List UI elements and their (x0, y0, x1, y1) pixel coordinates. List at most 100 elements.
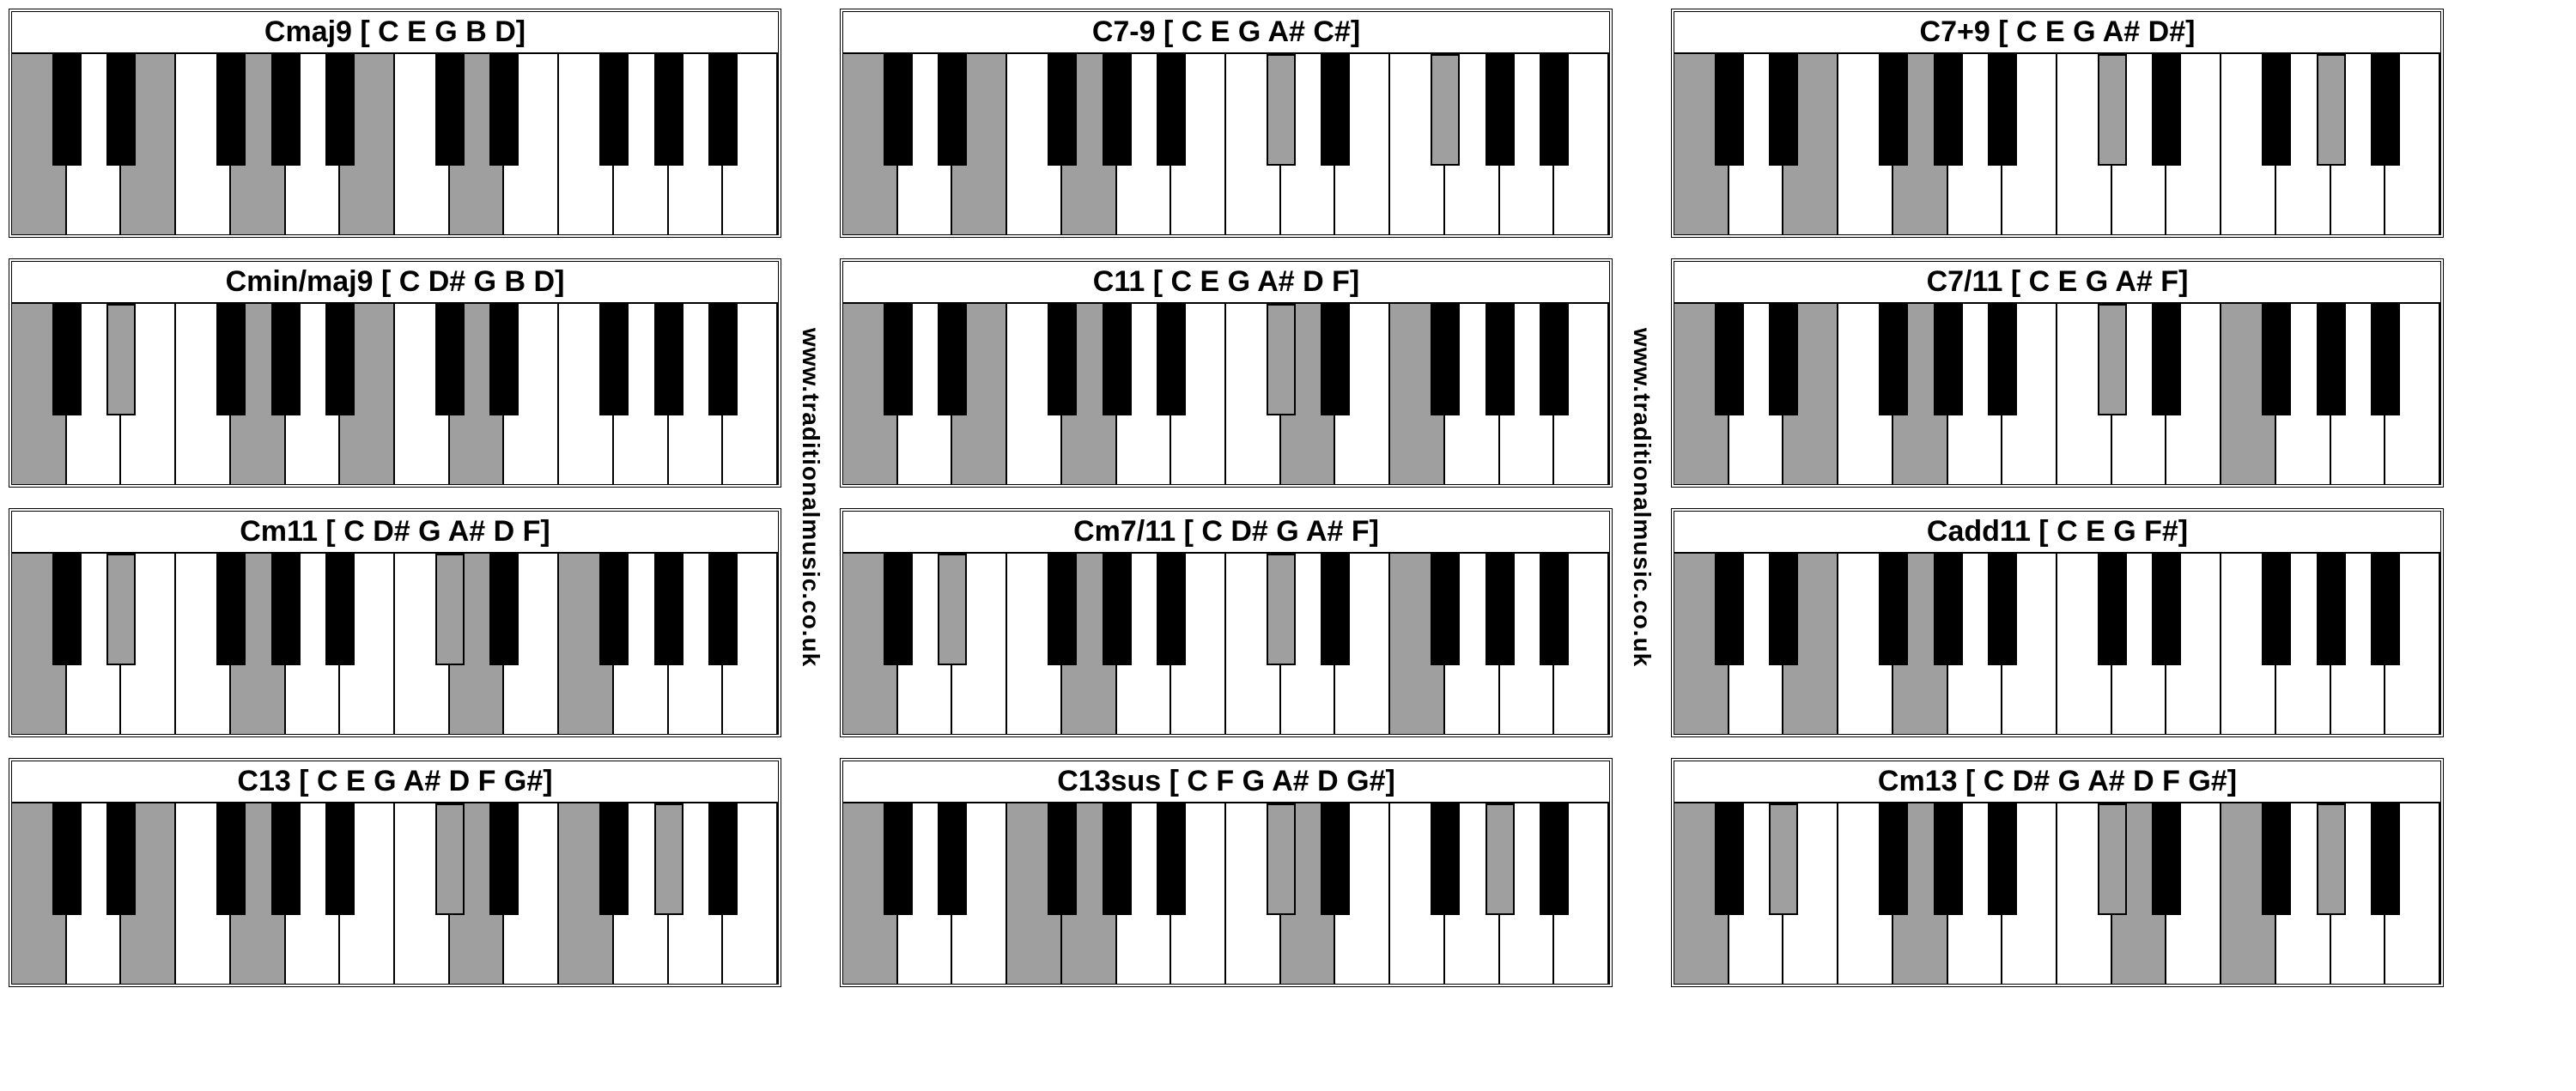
chord-chart-page: Cmaj9 [ C E G B D] Cmin/maj9 [ C D# G B D… (9, 9, 2567, 987)
black-key (1103, 554, 1132, 665)
black-key (325, 304, 355, 415)
black-key (2262, 304, 2291, 415)
black-key (1321, 554, 1350, 665)
black-key (1157, 304, 1186, 415)
black-key (708, 54, 738, 166)
black-key (884, 554, 913, 665)
black-key (1769, 54, 1798, 166)
keyboard (1674, 803, 2440, 984)
black-key (1769, 554, 1798, 665)
black-key (489, 54, 519, 166)
black-key (2371, 304, 2400, 415)
black-key (216, 304, 246, 415)
black-key (216, 54, 246, 166)
black-key (435, 54, 465, 166)
black-key (1267, 304, 1296, 415)
black-key (52, 803, 82, 915)
black-key (1879, 554, 1908, 665)
chord-diagram: C13 [ C E G A# D F G#] (9, 758, 781, 987)
black-key (1879, 304, 1908, 415)
keyboard (12, 554, 778, 734)
black-key (1540, 554, 1569, 665)
black-key (654, 803, 683, 915)
chord-diagram: C7-9 [ C E G A# C#] (840, 9, 1613, 238)
black-key (52, 554, 82, 665)
chord-diagram: Cmin/maj9 [ C D# G B D] (9, 258, 781, 488)
chord-title: C13 [ C E G A# D F G#] (12, 761, 778, 803)
black-key (1431, 554, 1460, 665)
black-key (271, 54, 301, 166)
black-key (1321, 54, 1350, 166)
black-key (1769, 304, 1798, 415)
chord-title: C13sus [ C F G A# D G#] (843, 761, 1609, 803)
black-key (884, 304, 913, 415)
black-key (2098, 554, 2127, 665)
black-key (1715, 54, 1744, 166)
black-key (599, 304, 629, 415)
black-key (938, 54, 967, 166)
black-key (2098, 54, 2127, 166)
black-key (654, 304, 683, 415)
keyboard (843, 304, 1609, 484)
chord-diagram: C11 [ C E G A# D F] (840, 258, 1613, 488)
keyboard (843, 803, 1609, 984)
black-key (52, 54, 82, 166)
black-key (599, 803, 629, 915)
black-key (1934, 304, 1963, 415)
chord-column: C7+9 [ C E G A# D#]C7/11 [ C E G A# F]Ca… (1671, 9, 2444, 987)
black-key (1485, 554, 1515, 665)
black-key (1540, 304, 1569, 415)
black-key (884, 803, 913, 915)
black-key (938, 554, 967, 665)
black-key (2317, 54, 2346, 166)
keyboard (1674, 54, 2440, 234)
black-key (271, 304, 301, 415)
black-key (1988, 803, 2017, 915)
black-key (1157, 54, 1186, 166)
black-key (1048, 304, 1077, 415)
black-key (1321, 803, 1350, 915)
black-key (1485, 803, 1515, 915)
keyboard (12, 304, 778, 484)
black-key (106, 554, 136, 665)
black-key (654, 54, 683, 166)
chord-diagram: Cm7/11 [ C D# G A# F] (840, 508, 1613, 737)
black-key (2317, 304, 2346, 415)
black-key (938, 803, 967, 915)
chord-title: C11 [ C E G A# D F] (843, 262, 1609, 304)
black-key (1934, 554, 1963, 665)
black-key (1431, 304, 1460, 415)
black-key (599, 554, 629, 665)
black-key (938, 304, 967, 415)
keyboard (1674, 304, 2440, 484)
black-key (2371, 554, 2400, 665)
chord-title: Cm11 [ C D# G A# D F] (12, 512, 778, 554)
black-key (489, 803, 519, 915)
chord-title: Cm7/11 [ C D# G A# F] (843, 512, 1609, 554)
chord-title: Cmaj9 [ C E G B D] (12, 12, 778, 54)
chord-column: Cmaj9 [ C E G B D] Cmin/maj9 [ C D# G B D… (9, 9, 781, 987)
black-key (708, 304, 738, 415)
black-key (435, 803, 465, 915)
black-key (489, 304, 519, 415)
black-key (489, 554, 519, 665)
black-key (2317, 803, 2346, 915)
black-key (216, 803, 246, 915)
black-key (435, 554, 465, 665)
black-key (708, 554, 738, 665)
watermark-text: www.traditionalmusic.co.uk (781, 69, 840, 927)
keyboard (1674, 554, 2440, 734)
black-key (1988, 54, 2017, 166)
black-key (271, 803, 301, 915)
black-key (1267, 554, 1296, 665)
chord-diagram: C7+9 [ C E G A# D#] (1671, 9, 2444, 238)
chord-diagram: C13sus [ C F G A# D G#] (840, 758, 1613, 987)
chord-title: Cadd11 [ C E G F#] (1674, 512, 2440, 554)
keyboard (12, 803, 778, 984)
black-key (1048, 803, 1077, 915)
black-key (106, 304, 136, 415)
black-key (1267, 803, 1296, 915)
black-key (52, 304, 82, 415)
chord-title: Cm13 [ C D# G A# D F G#] (1674, 761, 2440, 803)
keyboard (843, 54, 1609, 234)
